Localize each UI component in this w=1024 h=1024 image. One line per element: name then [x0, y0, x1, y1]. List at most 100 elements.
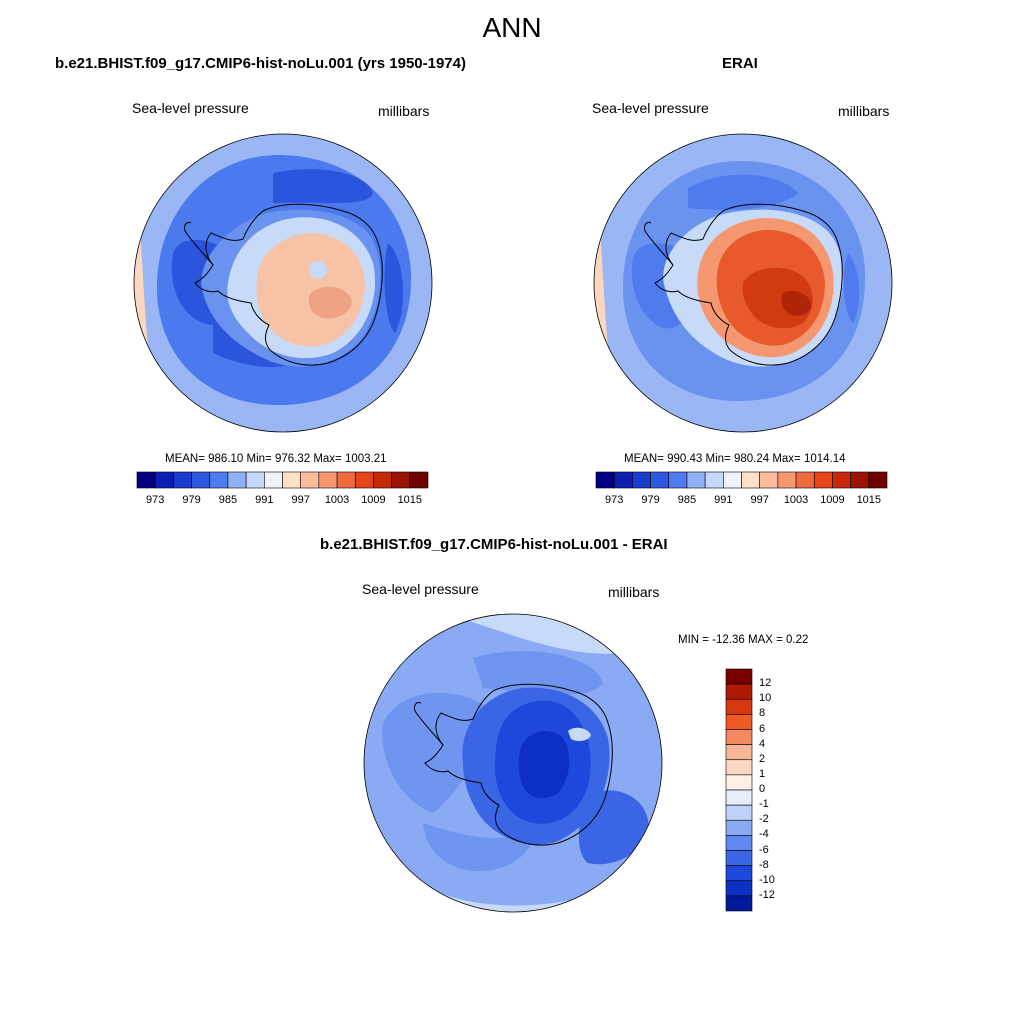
- panel-3-colorbar-tick-label: -1: [759, 798, 769, 811]
- panel-1-colorbar: [136, 471, 429, 489]
- panel-3-colorbar-box: [725, 668, 753, 685]
- panel-2-colorbar-tick-label: 997: [750, 494, 769, 506]
- panel-3-polar-map: [363, 613, 663, 913]
- panel-1-colorbar-box: [227, 471, 247, 489]
- panel-3-colorbar-box: [725, 759, 753, 776]
- panel-3-variable-label: Sea-level pressure: [362, 581, 479, 597]
- panel-3-colorbar-tick-label: 4: [759, 737, 766, 750]
- panel-1-colorbar-box: [173, 471, 192, 489]
- panel-3-mid-lobe-bottom: [423, 823, 534, 872]
- panel-3-colorbar-tick-label: 2: [759, 752, 766, 765]
- panel-2-colorbar-box: [813, 471, 833, 489]
- panel-2-variable-label: Sea-level pressure: [592, 100, 709, 116]
- panel-3-colorbar-tick-label: -6: [759, 843, 769, 856]
- panel-3-colorbar-box: [725, 744, 753, 761]
- panel-2-title: ERAI: [722, 55, 758, 72]
- panel-3-colorbar-box: [725, 789, 753, 806]
- panel-2-colorbar-tick-label: 985: [677, 494, 697, 506]
- panel-1-colorbar-box: [373, 471, 392, 489]
- panel-3-stats: MIN = -12.36 MAX = 0.22: [678, 634, 809, 646]
- panel-2-colorbar-box: [868, 471, 888, 489]
- panel-1-colorbar-tick-label: 1009: [361, 494, 386, 506]
- panel-2-colorbar-tick-label: 991: [714, 494, 733, 506]
- panel-1-colorbar-box: [409, 471, 429, 489]
- panel-2-deep-lobe-right: [843, 253, 860, 323]
- panel-2-plateau-peak: [781, 291, 812, 316]
- panel-3-colorbar-tick-label: -2: [759, 813, 769, 826]
- panel-3-positive-patch: [568, 727, 591, 742]
- panel-2-deep-lobe-top: [688, 174, 798, 210]
- panel-3-colorbar-tick-label: -4: [759, 828, 769, 841]
- panel-1-deep-lobe-top: [273, 169, 373, 203]
- panel-2-colorbar-tick-label: 1015: [856, 494, 882, 506]
- panel-3-peninsula: [414, 702, 444, 746]
- panel-2-colorbar-box: [723, 471, 742, 489]
- panel-1-deep-lobe-right: [384, 243, 404, 333]
- panel-3-colorbar-tick-label: 1: [759, 767, 766, 780]
- panel-2-colorbar-box: [668, 471, 688, 489]
- panel-3-colorbar-tick-label: -8: [759, 858, 769, 871]
- panel-2-colorbar-box: [777, 471, 797, 489]
- panel-3-colorbar-box: [725, 819, 753, 836]
- panel-1-colorbar-box: [354, 471, 374, 489]
- panel-3-colorbar-box: [725, 714, 753, 730]
- panel-1-colorbar-box: [391, 471, 411, 489]
- panel-1-polar-map: [133, 133, 433, 433]
- panel-2-colorbar-box: [650, 471, 670, 489]
- panel-3-colorbar-box: [725, 698, 753, 715]
- panel-1-title: b.e21.BHIST.f09_g17.CMIP6-hist-noLu.001 …: [55, 55, 466, 72]
- panel-3-antarctica-coastline: [424, 683, 613, 846]
- panel-3-colorbar-tick-label: 6: [759, 722, 766, 735]
- panel-2-stats: MEAN= 990.43 Min= 980.24 Max= 1014.14: [624, 453, 846, 465]
- panel-3-colorbar-box: [725, 774, 753, 791]
- panel-2-colorbar-box: [613, 471, 633, 489]
- panel-2-antarctica-coastline: [654, 203, 843, 366]
- panel-3-map-outline: [363, 613, 663, 913]
- panel-2-colorbar-box: [795, 471, 815, 489]
- panel-1-colorbar-tick-label: 991: [255, 494, 274, 506]
- panel-3-colorbar-box: [725, 880, 753, 897]
- panel-3-colorbar-tick-label: 0: [759, 783, 766, 795]
- panel-2-colorbar-tick-label: 979: [641, 494, 660, 506]
- panel-2-colorbar-box: [686, 471, 706, 489]
- panel-1-units-label: millibars: [378, 103, 430, 119]
- panel-2-colorbar-box: [595, 471, 615, 489]
- panel-2-colorbar-tick-label: 1009: [820, 494, 845, 506]
- panel-1-colorbar-box: [264, 471, 283, 489]
- panel-3-colorbar-box: [725, 850, 753, 866]
- panel-2-colorbar-tick-label: 973: [605, 494, 624, 506]
- panel-1-colorbar-tick-label: 973: [146, 494, 165, 506]
- panel-3-colorbar-box: [725, 835, 753, 851]
- panel-1-plateau-hole: [309, 261, 327, 279]
- panel-3-mid-lobe-top: [473, 651, 603, 695]
- panel-2-colorbar-box: [850, 471, 870, 489]
- panel-3-title: b.e21.BHIST.f09_g17.CMIP6-hist-noLu.001 …: [320, 536, 668, 553]
- panel-2-colorbar-box: [832, 471, 851, 489]
- panel-3-colorbar-box: [725, 804, 753, 821]
- panel-3-colorbar-box: [725, 729, 753, 745]
- panel-1-plateau-high: [256, 233, 365, 347]
- panel-2-polar-map: [593, 133, 893, 433]
- panel-3-deep-lobe-right: [578, 790, 649, 865]
- panel-1-colorbar-tick-label: 1003: [324, 494, 350, 506]
- panel-1-colorbar-box: [191, 471, 211, 489]
- panel-3-colorbar-tick-label: 12: [759, 677, 772, 690]
- panel-1-peninsula: [184, 222, 214, 266]
- panel-2-colorbar-box: [741, 471, 760, 489]
- panel-1-colorbar-tick-label: 1015: [397, 494, 423, 506]
- panel-2-map-outline: [593, 133, 893, 433]
- panel-1-antarctica-coastline: [194, 203, 383, 366]
- panel-2-units-label: millibars: [838, 103, 890, 119]
- figure-title: ANN: [482, 12, 542, 43]
- panel-1-colorbar-box: [282, 471, 301, 489]
- panel-3-colorbar: [725, 668, 753, 912]
- panel-3-plateau-deepest: [518, 731, 570, 799]
- panel-1-colorbar-tick-label: 997: [291, 494, 310, 506]
- panel-1-colorbar-tick-label: 979: [182, 494, 201, 506]
- panel-2-colorbar-tick-label: 1003: [783, 494, 809, 506]
- panel-2-peninsula: [644, 222, 674, 266]
- panel-3-colorbar-tick-label: 10: [759, 692, 772, 705]
- panel-3-units-label: millibars: [608, 584, 660, 600]
- panel-3-colorbar-tick-label: -10: [759, 873, 775, 886]
- panel-2-colorbar-box: [759, 471, 779, 489]
